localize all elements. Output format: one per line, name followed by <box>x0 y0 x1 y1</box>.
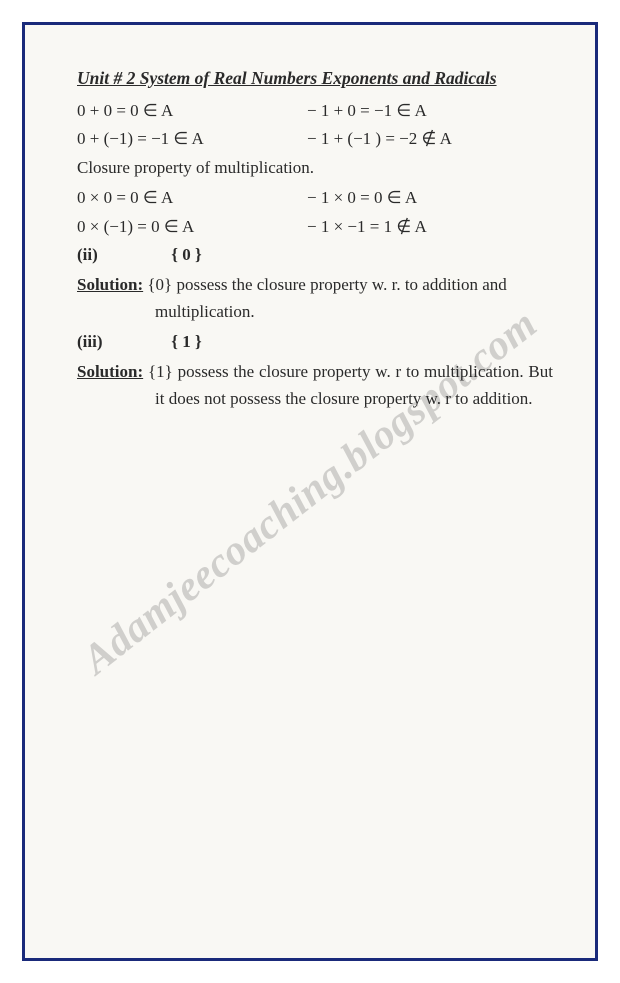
part-iii-label: (iii) <box>77 329 167 355</box>
part-ii-label: (ii) <box>77 242 167 268</box>
document-content: Unit # 2 System of Real Numbers Exponent… <box>77 65 553 412</box>
part-iii-solution: Solution: {1} possess the closure proper… <box>77 359 553 412</box>
mult-row-2: 0 × (−1) = 0 ∈ A − 1 × −1 = 1 ∉ A <box>77 214 553 240</box>
solution-label-ii: Solution: <box>77 275 143 294</box>
part-iii-header: (iii) { 1 } <box>77 329 553 355</box>
mult-left-2: 0 × (−1) = 0 ∈ A <box>77 214 307 240</box>
part-ii-solution: Solution: {0} possess the closure proper… <box>77 272 553 325</box>
solution-text-iii: {1} possess the closure property w. r to… <box>143 362 553 407</box>
document-page: Adamjeecoaching.blogspot.com Unit # 2 Sy… <box>22 22 598 961</box>
multiplication-heading: Closure property of multiplication. <box>77 155 553 181</box>
mult-left-1: 0 × 0 = 0 ∈ A <box>77 185 307 211</box>
unit-title: Unit # 2 System of Real Numbers Exponent… <box>77 65 553 92</box>
mult-right-1: − 1 × 0 = 0 ∈ A <box>307 185 553 211</box>
add-left-1: 0 + 0 = 0 ∈ A <box>77 98 307 124</box>
part-ii-header: (ii) { 0 } <box>77 242 553 268</box>
solution-label-iii: Solution: <box>77 362 143 381</box>
addition-row-1: 0 + 0 = 0 ∈ A − 1 + 0 = −1 ∈ A <box>77 98 553 124</box>
add-right-2: − 1 + (−1 ) = −2 ∉ A <box>307 126 553 152</box>
add-left-2: 0 + (−1) = −1 ∈ A <box>77 126 307 152</box>
add-right-1: − 1 + 0 = −1 ∈ A <box>307 98 553 124</box>
addition-row-2: 0 + (−1) = −1 ∈ A − 1 + (−1 ) = −2 ∉ A <box>77 126 553 152</box>
part-ii-set: { 0 } <box>171 245 201 264</box>
mult-row-1: 0 × 0 = 0 ∈ A − 1 × 0 = 0 ∈ A <box>77 185 553 211</box>
mult-right-2: − 1 × −1 = 1 ∉ A <box>307 214 553 240</box>
solution-text-ii: {0} possess the closure property w. r. t… <box>143 275 507 320</box>
part-iii-set: { 1 } <box>171 332 201 351</box>
